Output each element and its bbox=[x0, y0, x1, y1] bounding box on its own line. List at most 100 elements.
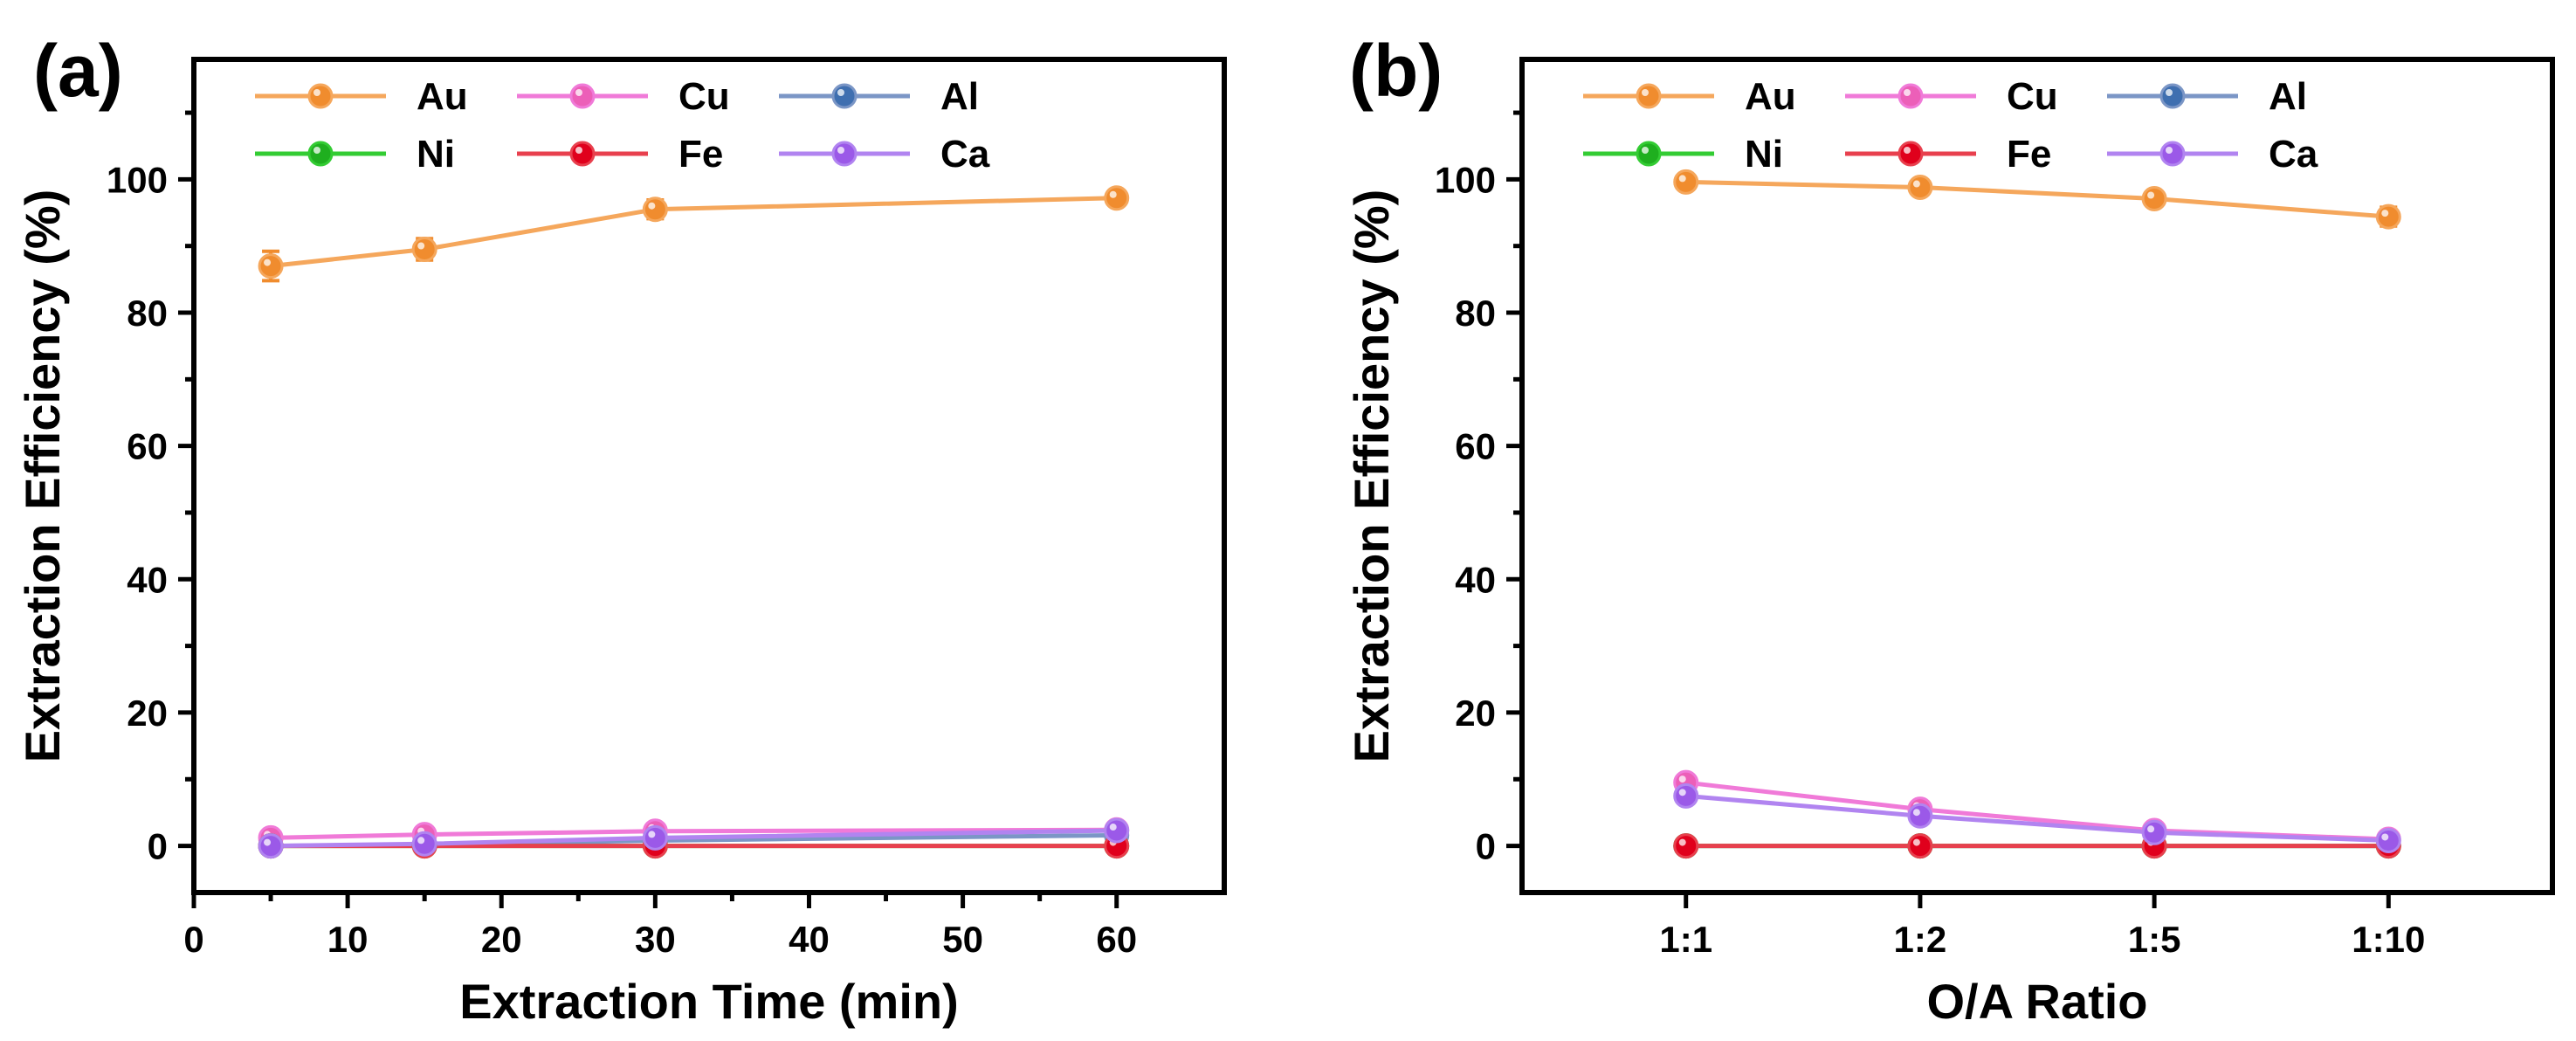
plot-frame bbox=[191, 57, 1227, 895]
data-point-highlight-au bbox=[1109, 190, 1117, 198]
y-tick-label: 0 bbox=[1476, 826, 1496, 867]
data-point-au bbox=[1907, 175, 1933, 201]
y-axis-title: Extraction Efficiency (%) bbox=[1344, 190, 1399, 763]
series-line-cu bbox=[271, 827, 1117, 840]
y-tick-label: 20 bbox=[127, 693, 168, 734]
data-point-fe bbox=[1907, 833, 1933, 859]
data-point-highlight-au bbox=[264, 259, 272, 266]
legend-label-cu: Cu bbox=[2007, 75, 2058, 118]
y-tick-label: 100 bbox=[107, 159, 168, 200]
data-point-ca bbox=[642, 824, 668, 851]
data-point-ca bbox=[2375, 827, 2401, 853]
data-point-highlight-ca bbox=[264, 838, 272, 846]
legend-label-al: Al bbox=[2269, 75, 2307, 118]
data-point-highlight-ca bbox=[1109, 824, 1117, 831]
data-point-highlight-ca bbox=[1912, 809, 1920, 817]
y-tick-label: 100 bbox=[1435, 159, 1496, 200]
series-line-cu bbox=[1685, 780, 2389, 842]
y-tick-label: 60 bbox=[127, 426, 168, 467]
legend-label-cu: Cu bbox=[678, 75, 730, 118]
x-tick-label: 0 bbox=[183, 919, 203, 960]
data-point-highlight-ca bbox=[2381, 833, 2389, 841]
data-point-highlight-au bbox=[1912, 180, 1920, 188]
legend-marker-fe bbox=[569, 141, 596, 167]
data-point-highlight-ca bbox=[417, 837, 425, 845]
data-point-highlight-ca bbox=[1678, 789, 1686, 796]
legend-marker-highlight-fe bbox=[1904, 147, 1911, 154]
legend-marker-highlight-cu bbox=[1904, 89, 1911, 96]
y-tick-label: 60 bbox=[1455, 426, 1496, 467]
data-point-au bbox=[2375, 203, 2401, 230]
data-point-ca bbox=[1673, 782, 1699, 809]
data-point-au bbox=[1104, 185, 1130, 211]
data-point-highlight-au bbox=[2381, 210, 2389, 217]
legend-marker-highlight-al bbox=[837, 89, 844, 96]
y-tick-label: 20 bbox=[1455, 693, 1496, 734]
data-point-ca bbox=[1104, 817, 1130, 844]
legend-label-ca: Ca bbox=[2269, 133, 2318, 176]
legend-marker-highlight-au bbox=[313, 89, 320, 96]
x-axis-title: Extraction Time (min) bbox=[459, 974, 959, 1029]
data-point-highlight-au bbox=[417, 242, 425, 250]
legend-marker-ca bbox=[831, 141, 858, 167]
x-tick-label: 1:2 bbox=[1894, 919, 1947, 960]
data-point-highlight-fe bbox=[1678, 838, 1686, 846]
data-point-ca bbox=[1907, 803, 1933, 829]
data-point-highlight-au bbox=[648, 202, 656, 210]
legend-marker-highlight-al bbox=[2166, 89, 2173, 96]
legend-marker-al bbox=[831, 83, 858, 109]
data-point-ca bbox=[258, 833, 284, 859]
data-point-highlight-ca bbox=[648, 831, 656, 838]
y-tick-label: 40 bbox=[1455, 559, 1496, 600]
y-tick-label: 80 bbox=[127, 293, 168, 334]
legend-label-fe: Fe bbox=[2007, 133, 2051, 176]
x-tick-label: 50 bbox=[942, 919, 983, 960]
x-axis-title: O/A Ratio bbox=[1926, 974, 2147, 1029]
x-tick-label: 20 bbox=[481, 919, 522, 960]
data-point-ca bbox=[2141, 819, 2167, 845]
x-tick-label: 30 bbox=[635, 919, 676, 960]
legend-marker-au bbox=[1636, 83, 1662, 109]
legend-marker-highlight-ni bbox=[313, 147, 320, 154]
plot-frame bbox=[1519, 57, 2555, 895]
y-axis-title: Extraction Efficiency (%) bbox=[15, 190, 70, 763]
series-line-ca bbox=[271, 828, 1117, 849]
data-point-highlight-ca bbox=[2147, 825, 2155, 833]
data-point-highlight-fe bbox=[1912, 838, 1920, 846]
legend-marker-highlight-ca bbox=[2166, 147, 2173, 154]
x-tick-label: 10 bbox=[327, 919, 368, 960]
panel-label-b: (b) bbox=[1349, 30, 1443, 112]
y-tick-label: 40 bbox=[127, 559, 168, 600]
data-point-highlight-au bbox=[2147, 191, 2155, 199]
legend-label-ni: Ni bbox=[417, 133, 455, 176]
legend-marker-highlight-au bbox=[1642, 89, 1649, 96]
legend-marker-al bbox=[2159, 83, 2186, 109]
data-point-au bbox=[258, 253, 284, 279]
panel-b: (b) 0 20 40 60 80 100 1:1 1:2 1:5 1:10 O/A Ratio Ext… bbox=[1344, 30, 2555, 1029]
x-tick-label: 1:10 bbox=[2352, 919, 2425, 960]
legend-marker-highlight-cu bbox=[575, 89, 582, 96]
legend-marker-au bbox=[307, 83, 334, 109]
y-tick-label: 0 bbox=[148, 826, 168, 867]
x-tick-label: 40 bbox=[789, 919, 830, 960]
legend-label-au: Au bbox=[1745, 75, 1796, 118]
x-tick-label: 60 bbox=[1096, 919, 1137, 960]
series-line-ca bbox=[1685, 793, 2389, 843]
legend-label-ca: Ca bbox=[940, 133, 990, 176]
data-point-highlight-cu bbox=[1678, 776, 1686, 783]
legend-marker-fe bbox=[1898, 141, 1924, 167]
legend-label-al: Al bbox=[940, 75, 979, 118]
panel-label-a: (a) bbox=[33, 30, 123, 112]
legend-marker-ni bbox=[307, 141, 334, 167]
legend-marker-cu bbox=[1898, 83, 1924, 109]
series-line-au bbox=[1685, 179, 2389, 219]
data-point-ca bbox=[411, 831, 437, 857]
panel-a: (a) 0 20 40 60 80 100 0 10 20 30 40 50 60 Extraction T… bbox=[15, 30, 1227, 1029]
data-point-highlight-au bbox=[1678, 175, 1686, 183]
data-point-fe bbox=[1673, 833, 1699, 859]
y-tick-label: 80 bbox=[1455, 293, 1496, 334]
legend-marker-highlight-ca bbox=[837, 147, 844, 154]
legend-label-ni: Ni bbox=[1745, 133, 1783, 176]
data-point-au bbox=[2141, 186, 2167, 212]
